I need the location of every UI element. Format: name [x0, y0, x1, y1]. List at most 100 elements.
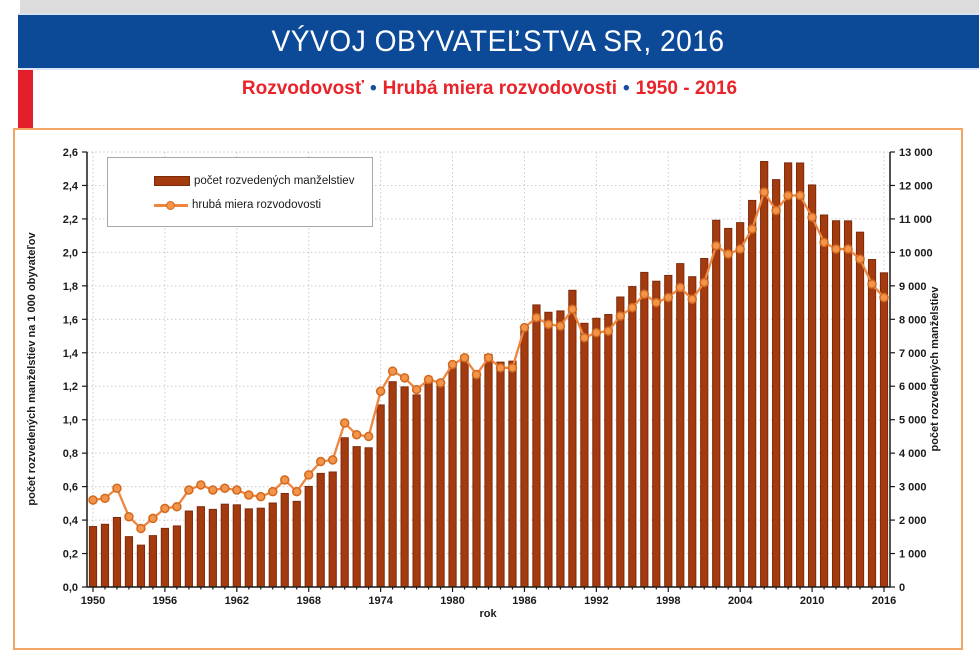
- bar-2006: [760, 161, 769, 588]
- point-1985: [507, 363, 518, 373]
- point-1988: [543, 319, 554, 330]
- right-tick-label-10: 10 000: [899, 247, 933, 259]
- point-2009: [795, 190, 805, 201]
- bar-2002: [712, 219, 721, 588]
- x-tick-label-1962: 1962: [225, 595, 249, 607]
- bar-1976: [400, 386, 409, 588]
- point-1956: [160, 503, 170, 514]
- point-1987: [531, 312, 542, 323]
- point-2003: [723, 249, 733, 259]
- bar-2004: [736, 222, 745, 588]
- x-tick-label-1974: 1974: [368, 595, 393, 607]
- point-1961: [220, 483, 230, 494]
- point-1960: [208, 485, 218, 495]
- bar-1997: [652, 280, 661, 588]
- point-2008: [783, 190, 793, 201]
- bar-1956: [160, 527, 170, 588]
- x-tick-label-1980: 1980: [440, 595, 464, 607]
- left-tick-label-7: 1,4: [63, 348, 79, 360]
- bar-1980: [448, 364, 457, 588]
- left-tick-label-11: 2,2: [63, 214, 78, 226]
- point-1950: [88, 495, 98, 505]
- bar-1999: [676, 263, 685, 588]
- legend-item-bars: počet rozvedených manželstiev: [154, 169, 364, 193]
- subtitle-bullet-1: •: [369, 78, 377, 99]
- point-1963: [244, 490, 254, 500]
- legend-label-line: hrubá miera rozvodovosti: [192, 199, 322, 211]
- point-1972: [351, 430, 362, 440]
- bar-1990: [568, 289, 577, 588]
- bar-1998: [664, 274, 673, 588]
- header-band: VÝVOJ OBYVATEĽSTVA SR, 2016: [18, 13, 979, 70]
- bar-1994: [616, 296, 625, 588]
- bar-1971: [340, 437, 349, 588]
- line-series: [88, 187, 889, 534]
- bar-2005: [748, 199, 757, 588]
- bar-2001: [700, 258, 709, 588]
- bar-1981: [460, 356, 469, 588]
- bar-2003: [724, 227, 733, 588]
- point-1995: [627, 302, 638, 313]
- point-1980: [447, 359, 458, 370]
- bar-1966: [280, 492, 289, 588]
- point-2006: [759, 187, 769, 197]
- point-2004: [735, 244, 745, 254]
- bar-1957: [172, 525, 181, 588]
- point-1977: [411, 384, 422, 395]
- point-2007: [771, 205, 781, 216]
- bar-1961: [220, 503, 229, 588]
- point-2014: [855, 254, 865, 264]
- point-1958: [184, 485, 194, 495]
- bar-1954: [136, 544, 146, 588]
- left-tick-label-3: 0,6: [63, 482, 78, 494]
- bars-series: [88, 161, 889, 588]
- bar-1963: [244, 508, 253, 588]
- red-accent-bar: [18, 70, 33, 128]
- point-1979: [435, 378, 446, 388]
- top-gray-strip: [20, 0, 979, 13]
- bar-1969: [316, 472, 325, 588]
- point-1983: [483, 353, 494, 363]
- point-1975: [387, 366, 398, 376]
- point-2002: [711, 240, 721, 251]
- right-tick-label-11: 11 000: [899, 214, 932, 226]
- right-tick-label-13: 13 000: [899, 147, 933, 159]
- point-1998: [663, 292, 674, 303]
- bar-1975: [388, 381, 397, 588]
- subtitle-part-3: 1950 - 2016: [635, 78, 738, 99]
- bar-1978: [424, 381, 433, 588]
- left-tick-label-9: 1,8: [63, 281, 78, 293]
- bar-1959: [196, 506, 205, 588]
- left-tick-label-4: 0,8: [63, 448, 78, 460]
- left-tick-label-1: 0,2: [63, 549, 78, 561]
- point-1997: [651, 297, 662, 308]
- point-1962: [232, 485, 242, 495]
- point-1990: [567, 304, 578, 315]
- subtitle-bullet-2: •: [623, 78, 630, 99]
- bar-1968: [304, 485, 313, 588]
- bar-1988: [544, 311, 553, 588]
- point-1974: [375, 386, 386, 396]
- x-tick-label-1998: 1998: [656, 595, 680, 607]
- right-tick-label-3: 3 000: [899, 482, 927, 494]
- bar-1995: [628, 286, 637, 588]
- point-1994: [615, 311, 626, 321]
- point-1981: [459, 353, 470, 363]
- point-2013: [843, 244, 853, 254]
- point-1968: [303, 470, 314, 480]
- x-tick-label-2016: 2016: [872, 595, 896, 607]
- right-tick-label-7: 7 000: [899, 348, 927, 360]
- point-1984: [495, 363, 506, 373]
- bar-1967: [292, 500, 301, 588]
- bar-1991: [580, 322, 589, 588]
- bar-1996: [640, 271, 649, 588]
- bar-1986: [520, 326, 529, 588]
- right-tick-label-4: 4 000: [899, 448, 927, 460]
- bar-1989: [556, 310, 565, 588]
- left-tick-label-2: 0,4: [63, 515, 79, 527]
- bar-1952: [112, 516, 122, 588]
- page-title: VÝVOJ OBYVATEĽSTVA SR, 2016: [271, 24, 726, 58]
- point-1951: [100, 493, 110, 504]
- divorce-chart-svg: 0,0 0 0,2 1 000 0,4 2 000 0,6 3 000 0,8 4 000 1,0 5…: [63, 147, 933, 607]
- point-1969: [315, 456, 326, 467]
